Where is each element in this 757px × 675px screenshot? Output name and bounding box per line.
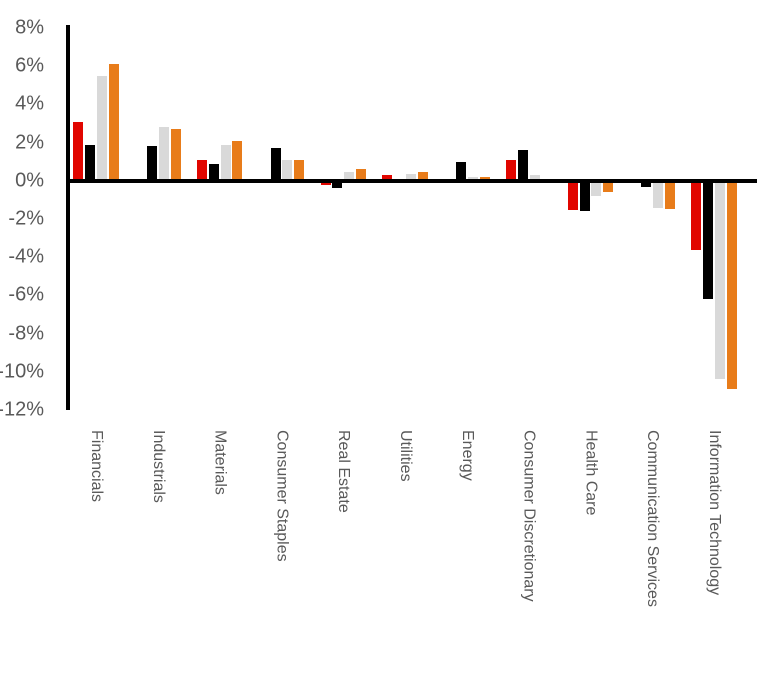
bar-red-financials [73, 121, 84, 181]
bar-black-information-technology [703, 180, 714, 300]
x-axis-category-label: Health Care [582, 430, 600, 516]
bar-gray-financials [96, 75, 107, 181]
bar-black-health-care [579, 180, 590, 212]
bar-orange-real-estate [355, 169, 366, 181]
bar-red-materials [196, 159, 207, 181]
bar-black-real-estate [332, 180, 343, 189]
bar-red-health-care [567, 180, 578, 211]
y-axis-tick-label: -4% [8, 245, 44, 268]
bar-gray-real-estate [344, 172, 355, 181]
bar-black-energy [455, 161, 466, 181]
y-axis-tick-label: 4% [15, 92, 44, 115]
zero-baseline [66, 179, 757, 183]
bar-red-consumer-discretionary [505, 159, 516, 181]
x-axis-category-label: Utilities [397, 430, 414, 482]
bar-orange-industrials [170, 129, 181, 181]
bar-black-industrials [146, 146, 157, 181]
bar-orange-communication-services [664, 180, 675, 210]
y-axis-tick-label: 8% [15, 16, 44, 39]
bar-orange-energy [479, 176, 490, 181]
x-axis-category-label: Consumer Staples [273, 430, 291, 562]
bar-black-consumer-discretionary [517, 150, 528, 181]
bar-orange-utilities [417, 172, 428, 181]
y-axis-tick-label: -6% [8, 283, 44, 306]
x-axis-category-label: Industrials [149, 430, 167, 503]
y-axis-tick-label: -10% [0, 360, 44, 383]
x-axis-category-label: Communication Services [644, 430, 662, 607]
y-axis-tick-label: -2% [8, 207, 44, 230]
bar-black-communication-services [641, 180, 652, 188]
y-axis-tick-label: 2% [15, 131, 44, 154]
bar-gray-consumer-staples [282, 159, 293, 181]
x-axis-category-label: Information Technology [706, 430, 723, 596]
bar-orange-consumer-staples [294, 159, 305, 181]
bar-orange-materials [232, 140, 243, 181]
x-axis-category-label: Consumer Discretionary [520, 430, 538, 602]
x-axis-category-label: Real Estate [335, 430, 353, 513]
y-axis-tick-label: -12% [0, 398, 44, 421]
x-axis-category-label: Financials [88, 430, 105, 503]
bar-gray-consumer-discretionary [529, 175, 540, 181]
y-axis-tick-label: 0% [15, 169, 44, 192]
bar-orange-financials [108, 64, 119, 181]
bar-red-information-technology [691, 180, 702, 250]
bar-black-financials [85, 144, 96, 181]
bar-gray-health-care [591, 180, 602, 197]
bar-orange-health-care [603, 180, 614, 193]
y-axis-line [66, 25, 70, 410]
x-axis-category-label: Materials [211, 430, 229, 495]
x-axis-category-label: Energy [458, 430, 476, 481]
bar-red-utilities [382, 175, 393, 181]
bar-gray-energy [467, 176, 478, 181]
bar-gray-communication-services [653, 180, 664, 208]
bar-black-materials [208, 163, 219, 181]
y-axis-tick-label: -8% [8, 322, 44, 345]
y-axis-tick-label: 6% [15, 54, 44, 77]
bar-gray-materials [220, 144, 231, 181]
bar-black-consumer-staples [270, 148, 281, 181]
bar-gray-industrials [158, 127, 169, 181]
bar-gray-utilities [405, 174, 416, 181]
bar-gray-information-technology [714, 180, 725, 380]
bar-orange-information-technology [726, 180, 737, 389]
